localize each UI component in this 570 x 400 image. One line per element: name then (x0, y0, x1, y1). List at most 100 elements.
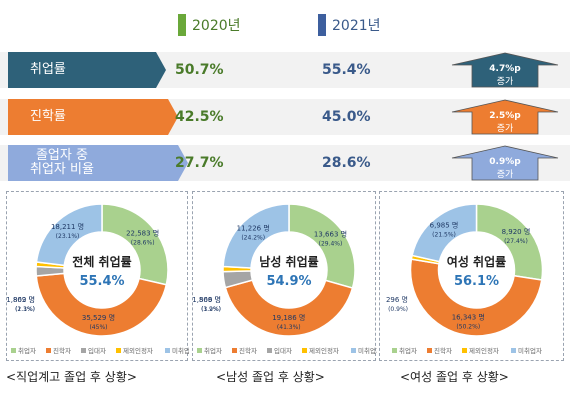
slice-value-label: 1,809 명 (7, 295, 35, 304)
slice-pct-label: (50.2%) (456, 323, 480, 330)
change-value: 4.7%p (489, 64, 521, 74)
up-arrow-icon (451, 145, 559, 181)
legend-label: 진학자 (239, 346, 257, 355)
legend-label: 입대자 (88, 346, 106, 355)
legend-2020: 2020년 (178, 14, 241, 36)
donut-chart-male: 13,663 명 (29.4%) 19,186 명 (41.3%) 1,809 명 (3.… (192, 203, 382, 355)
slice-pct-label: (24.2%) (241, 234, 265, 241)
legend-label: 제외인정자 (469, 346, 499, 355)
legend-swatch (302, 348, 307, 353)
increase-arrow: 2.5%p 증가 (450, 99, 560, 135)
slice-value-label: 35,529 명 (82, 313, 115, 322)
rate-value-2021: 45.0% (322, 109, 371, 125)
legend-swatch (267, 348, 272, 353)
rate-label-shape (8, 145, 188, 181)
legend-label: 미취업자 (172, 346, 189, 355)
slice-pct-label: (23.1%) (56, 233, 80, 240)
slice-value-label: 13,663 명 (314, 230, 347, 239)
caption-total: <직업계고 졸업 후 상황> (6, 370, 137, 384)
donut-slice (35, 203, 103, 267)
rate-label-shape (8, 52, 166, 88)
slice-value-label: 862 명 (13, 295, 35, 304)
legend-label: 취업자 (204, 346, 222, 355)
legend-label: 취업자 (18, 346, 36, 355)
slice-value-label: 18,211 명 (51, 222, 84, 231)
legend-label: 진학자 (53, 346, 71, 355)
legend-label: 취업자 (399, 346, 417, 355)
change-value: 2.5%p (489, 111, 521, 121)
legend-label: 입대자 (274, 346, 292, 355)
slice-value-label: 296 명 (386, 295, 408, 304)
legend-label: 제외인정자 (309, 346, 339, 355)
donut-center-value: 56.1% (454, 274, 499, 289)
slice-value-label: 19,186 명 (272, 313, 305, 322)
donut-slice (411, 203, 478, 263)
slice-pct-label: (1.1%) (15, 306, 35, 313)
increase-arrow: 4.7%p 증가 (450, 52, 560, 88)
legend-swatch (197, 348, 202, 353)
change-word: 증가 (496, 170, 514, 180)
caption-female: <여성 졸업 후 상황> (400, 370, 509, 384)
change-value: 0.9%p (489, 157, 521, 167)
legend-swatch (462, 348, 467, 353)
rate-value-2020: 27.7% (175, 155, 224, 171)
slice-value-label: 22,583 명 (126, 229, 159, 238)
donut-center-title: 남성 취업률 (259, 254, 318, 269)
up-arrow-icon (451, 52, 559, 88)
donut-panels: 22,583 명 (28.6%) 35,529 명 (45%) 1,809 명 (2.3%… (0, 191, 570, 361)
rate-value-2020: 50.7% (175, 62, 224, 78)
donut-chart-female: 8,920 명 (27.4%) 16,343 명 (50.2%) 296 명 (0.9%)… (386, 203, 544, 355)
legend-2021: 2021년 (318, 14, 381, 36)
donut-slice (288, 203, 356, 289)
legend-swatch (116, 348, 121, 353)
donut-center-title: 여성 취업률 (447, 254, 506, 269)
slice-pct-label: (28.6%) (131, 240, 155, 247)
rate-value-2021: 28.6% (322, 155, 371, 171)
legend-label: 진학자 (434, 346, 452, 355)
change-word: 증가 (496, 124, 514, 134)
legend-swatch (511, 348, 516, 353)
legend-2021-label: 2021년 (332, 18, 381, 34)
rate-value-2021: 55.4% (322, 62, 371, 78)
slice-pct-label: (21.5%) (432, 231, 456, 238)
panel-total: 22,583 명 (28.6%) 35,529 명 (45%) 1,809 명 (2.3%… (6, 191, 196, 361)
slice-pct-label: (41.3%) (277, 324, 301, 331)
rate-row: 취업률 50.7% 55.4% 4.7%p 증가 (0, 52, 570, 88)
legend-label: 제외인정자 (123, 346, 153, 355)
donut-slice (409, 258, 543, 337)
rate-value-2020: 42.5% (175, 109, 224, 125)
slice-pct-label: (27.4%) (504, 238, 528, 245)
change-word: 증가 (496, 77, 514, 87)
slice-value-label: 566 명 (199, 295, 221, 304)
donut-slice (224, 279, 354, 337)
slice-pct-label: (1.2%) (201, 306, 221, 313)
rate-label: 진학률 (30, 108, 66, 124)
legend-swatch (232, 348, 237, 353)
rate-label-shape (8, 99, 178, 135)
slice-value-label: 16,343 명 (452, 312, 485, 321)
legend-2020-swatch (178, 14, 186, 36)
donut-center-value: 55.4% (79, 274, 124, 289)
donut-chart-total: 22,583 명 (28.6%) 35,529 명 (45%) 1,809 명 (2.3%… (6, 203, 196, 355)
legend-swatch (427, 348, 432, 353)
legend-2021-swatch (318, 14, 326, 36)
legend-swatch (81, 348, 86, 353)
rate-row: 진학률 42.5% 45.0% 2.5%p 증가 (0, 99, 570, 135)
legend-swatch (392, 348, 397, 353)
donut-slice (35, 272, 168, 337)
legend-2020-label: 2020년 (192, 18, 241, 34)
donut-center-value: 54.9% (266, 274, 311, 289)
slice-pct-label: (29.4%) (319, 241, 343, 248)
donut-slice (222, 203, 290, 269)
increase-arrow: 0.9%p 증가 (450, 145, 560, 181)
legend-swatch (165, 348, 170, 353)
year-legend: 2020년 2021년 (0, 14, 570, 44)
legend-swatch (11, 348, 16, 353)
donut-center-title: 전체 취업률 (72, 254, 131, 269)
slice-value-label: 1,809 명 (193, 295, 221, 304)
legend-label: 미취업자 (358, 346, 377, 355)
slice-pct-label: (2.3%) (15, 306, 35, 313)
legend-swatch (351, 348, 356, 353)
slice-pct-label: (3.9%) (201, 306, 221, 313)
slice-value-label: 6,985 명 (430, 220, 459, 229)
